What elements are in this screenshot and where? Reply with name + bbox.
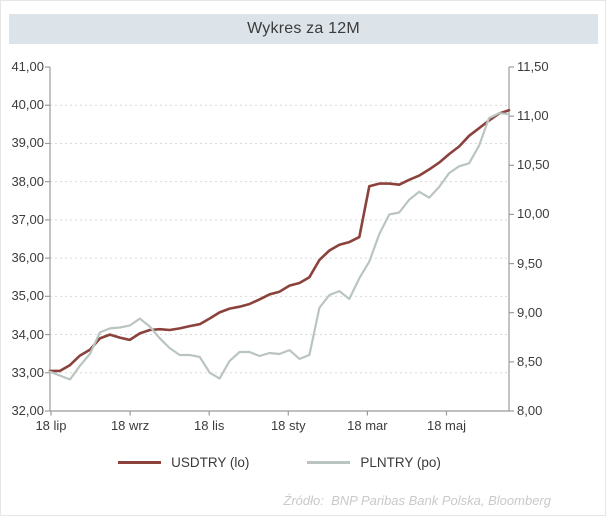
- y-axis-label-right: 9,00: [517, 304, 543, 320]
- legend-label-plntry: PLNTRY (po): [360, 455, 441, 470]
- usdtry-line-swatch: [118, 461, 162, 464]
- y-axis-label-right: 10,50: [517, 157, 550, 173]
- y-axis-label-left: 35,00: [11, 288, 44, 304]
- y-axis-label-left: 33,00: [11, 364, 44, 380]
- x-axis-label: 18 mar: [347, 418, 388, 433]
- y-axis-label-right: 8,00: [517, 403, 543, 418]
- y-axis-label-left: 39,00: [11, 135, 44, 151]
- x-axis-label: 18 lis: [194, 418, 225, 433]
- y-axis-label-left: 38,00: [11, 173, 44, 189]
- chart-legend: USDTRY (lo) PLNTRY (po): [50, 455, 509, 470]
- y-axis-label-right: 9,50: [517, 255, 543, 271]
- y-axis-label-left: 34,00: [11, 326, 44, 342]
- chart-title-bar: Wykres za 12M: [9, 14, 598, 44]
- y-axis-label-left: 36,00: [11, 250, 44, 266]
- y-axis-label-right: 11,50: [517, 59, 549, 74]
- y-axis-label-left: 37,00: [11, 211, 44, 227]
- legend-label-usdtry: USDTRY (lo): [171, 455, 250, 470]
- series-usdtry: [48, 108, 511, 373]
- y-axis-label-left: 40,00: [11, 97, 44, 113]
- legend-item-plntry: PLNTRY (po): [307, 455, 441, 470]
- y-axis-label-right: 11,00: [517, 108, 549, 124]
- y-axis-label-left: 32,00: [11, 403, 44, 418]
- series-plntry: [48, 112, 511, 381]
- y-axis-label-right: 8,50: [517, 353, 543, 369]
- x-axis-label: 18 sty: [270, 418, 306, 433]
- source-caption: Źródło: BNP Paribas Bank Polska, Bloombe…: [283, 493, 551, 508]
- x-axis-label: 18 maj: [426, 418, 467, 433]
- y-axis-label-left: 41,00: [11, 59, 44, 74]
- y-axis-label-right: 10,00: [517, 206, 550, 222]
- plntry-line-swatch: [307, 461, 351, 464]
- legend-item-usdtry: USDTRY (lo): [118, 455, 249, 470]
- chart-title: Wykres za 12M: [247, 20, 360, 37]
- x-axis-label: 18 wrz: [110, 418, 150, 433]
- x-axis-label: 18 lip: [35, 418, 67, 433]
